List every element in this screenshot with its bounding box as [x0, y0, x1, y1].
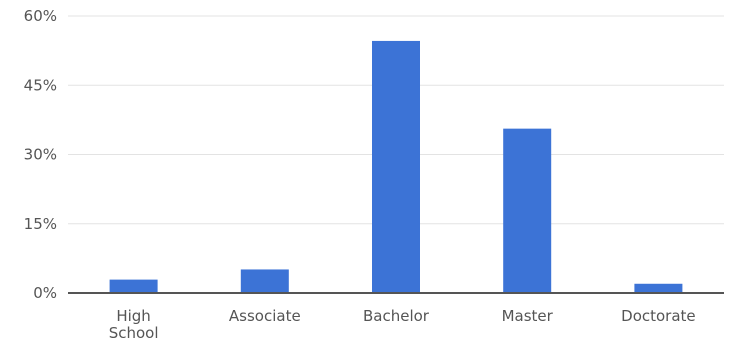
y-tick-label: 45%	[24, 76, 57, 94]
x-tick-label-line: Master	[502, 307, 554, 325]
x-tick-label-line: Associate	[229, 307, 301, 325]
x-tick-label-line: Bachelor	[363, 307, 430, 325]
x-tick-label: Associate	[229, 307, 301, 325]
bar-bachelor	[372, 40, 420, 294]
bar-high-school	[109, 279, 158, 293]
bars	[109, 40, 683, 294]
y-tick-label: 15%	[24, 215, 57, 233]
x-tick-label: Bachelor	[363, 307, 430, 325]
x-tick-label: Doctorate	[621, 307, 696, 325]
y-axis-ticks: 0% 15% 30% 45% 60%	[24, 7, 57, 302]
x-tick-label: High School	[109, 307, 159, 342]
x-tick-label-line: Doctorate	[621, 307, 696, 325]
y-tick-label: 30%	[24, 146, 57, 164]
y-tick-label: 60%	[24, 7, 57, 25]
x-axis-labels: High School Associate Bachelor Master Doctora…	[109, 307, 696, 342]
bar-master	[503, 128, 552, 293]
y-tick-label: 0%	[33, 284, 57, 302]
x-tick-label-line: School	[109, 324, 159, 342]
x-tick-label-line: High	[116, 307, 150, 325]
bar-associate	[240, 269, 289, 293]
x-tick-label: Master	[502, 307, 554, 325]
bar-doctorate	[634, 283, 683, 293]
